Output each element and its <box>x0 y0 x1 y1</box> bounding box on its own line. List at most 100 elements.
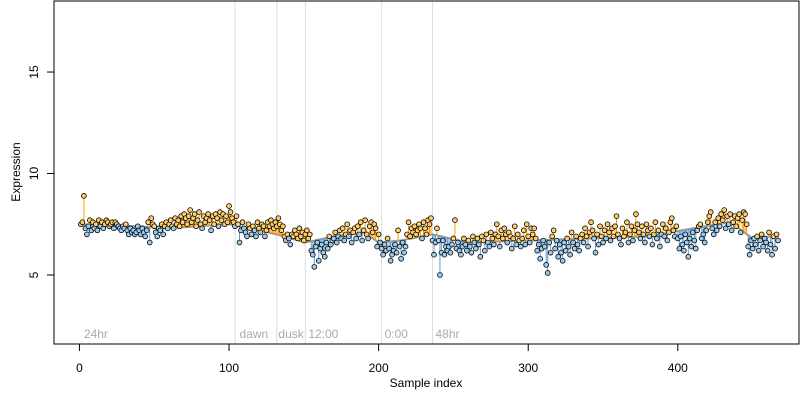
data-point-299 <box>523 221 530 228</box>
data-point-348 <box>597 223 603 230</box>
data-point-198 <box>372 225 379 232</box>
data-point-467 <box>775 237 781 244</box>
data-point-69 <box>179 219 186 226</box>
data-point-160 <box>315 257 322 264</box>
data-point-436 <box>728 227 735 234</box>
data-point-281 <box>497 243 503 250</box>
data-point-150 <box>301 237 307 244</box>
data-point-370 <box>630 237 636 244</box>
data-point-306 <box>534 247 541 254</box>
data-point-292 <box>513 241 520 248</box>
data-point-379 <box>643 221 650 228</box>
data-point-11 <box>93 221 99 228</box>
region-labels: 24hr dawn dusk 12:00 0:00 48hr <box>84 327 460 341</box>
data-point-215 <box>398 255 404 262</box>
data-point-260 <box>465 237 472 244</box>
data-point-371 <box>631 227 638 234</box>
data-points <box>78 193 781 278</box>
data-point-434 <box>725 221 732 228</box>
data-point-266 <box>474 235 481 242</box>
data-point-363 <box>619 225 626 232</box>
data-point-320 <box>555 253 561 260</box>
data-point-291 <box>511 223 518 230</box>
data-point-50 <box>151 223 158 230</box>
data-point-375 <box>637 235 644 242</box>
data-point-218 <box>402 243 409 250</box>
data-point-390 <box>660 221 666 228</box>
data-point-432 <box>722 225 729 232</box>
data-point-253 <box>455 239 461 246</box>
data-point-462 <box>767 241 774 248</box>
data-point-277 <box>491 241 497 248</box>
data-point-258 <box>462 241 469 248</box>
data-point-407 <box>685 253 692 260</box>
data-point-388 <box>657 243 663 250</box>
data-point-318 <box>552 245 558 252</box>
data-point-239 <box>434 225 440 232</box>
data-point-304 <box>531 225 538 232</box>
data-point-213 <box>395 227 401 234</box>
data-point-284 <box>501 225 508 232</box>
data-point-73 <box>185 213 192 219</box>
data-point-211 <box>392 241 398 248</box>
data-point-119 <box>254 219 261 226</box>
data-point-349 <box>598 233 605 240</box>
data-point-344 <box>591 235 597 242</box>
data-point-272 <box>483 231 490 238</box>
data-point-79 <box>194 217 201 223</box>
data-point-165 <box>323 239 330 246</box>
data-point-264 <box>471 239 478 246</box>
data-point-439 <box>733 223 739 230</box>
data-point-316 <box>549 233 555 240</box>
data-point-286 <box>504 239 511 246</box>
data-point-396 <box>669 215 675 221</box>
data-point-465 <box>772 245 778 252</box>
data-point-307 <box>535 241 542 248</box>
data-point-268 <box>477 253 484 260</box>
data-point-314 <box>546 239 552 246</box>
data-point-319 <box>553 237 560 244</box>
data-point-263 <box>470 233 476 240</box>
data-point-337 <box>580 239 587 246</box>
data-point-230 <box>420 219 427 226</box>
data-point-203 <box>380 251 386 258</box>
data-point-342 <box>588 219 594 226</box>
data-point-437 <box>730 219 736 226</box>
data-point-296 <box>519 235 526 242</box>
data-point-202 <box>378 245 385 252</box>
plot-frame <box>53 0 800 345</box>
data-point-422 <box>707 209 714 215</box>
data-point-367 <box>625 239 632 246</box>
data-point-54 <box>157 227 164 234</box>
data-point-377 <box>640 231 647 238</box>
data-point-334 <box>576 247 582 254</box>
data-point-154 <box>307 231 313 238</box>
data-point-101 <box>227 209 234 215</box>
data-point-392 <box>663 225 669 232</box>
data-point-136 <box>280 223 286 230</box>
data-point-109 <box>239 219 246 226</box>
data-point-166 <box>324 245 331 252</box>
data-point-133 <box>275 215 282 221</box>
data-point-410 <box>689 229 696 236</box>
data-point-46 <box>145 219 152 226</box>
data-point-88 <box>208 227 214 234</box>
data-point-373 <box>634 221 641 228</box>
data-point-107 <box>236 239 243 246</box>
data-point-401 <box>676 245 683 252</box>
data-point-157 <box>311 264 318 270</box>
data-point-448 <box>746 251 753 258</box>
data-point-47 <box>146 239 153 246</box>
data-point-305 <box>532 235 539 242</box>
data-point-315 <box>547 249 554 256</box>
data-point-80 <box>196 209 202 215</box>
data-point-261 <box>467 243 473 250</box>
data-point-232 <box>423 231 430 238</box>
data-point-409 <box>688 243 695 250</box>
data-point-201 <box>377 239 383 246</box>
data-point-298 <box>522 241 529 248</box>
data-point-279 <box>494 221 500 228</box>
data-point-443 <box>739 217 745 223</box>
data-point-295 <box>517 243 524 250</box>
data-point-417 <box>700 231 707 238</box>
